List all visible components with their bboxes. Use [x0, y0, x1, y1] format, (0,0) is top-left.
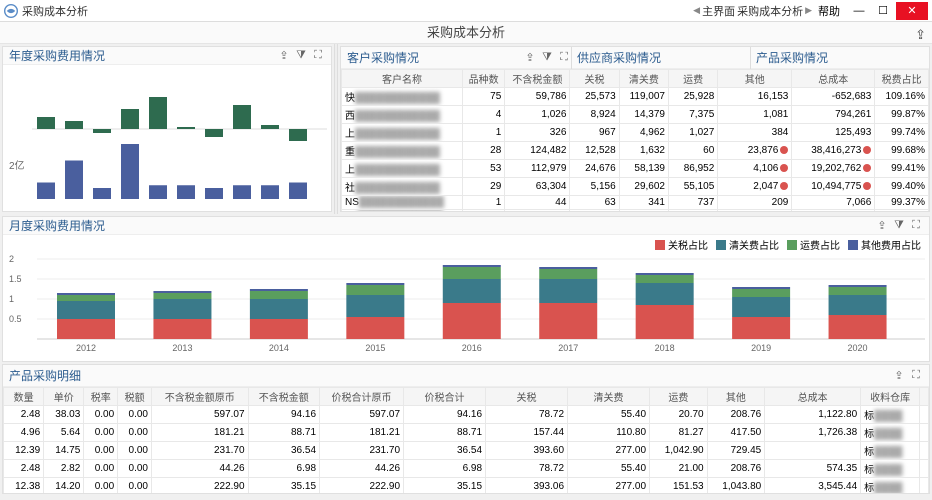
- breadcrumb-current[interactable]: 采购成本分析: [737, 3, 803, 19]
- svg-text:2016: 2016: [462, 343, 482, 353]
- detail-panel-title: 产品采购明细: [9, 367, 889, 384]
- breadcrumb-home[interactable]: 主界面: [702, 3, 735, 19]
- svg-text:2018: 2018: [655, 343, 675, 353]
- product-panel-title[interactable]: 产品采购情况: [756, 49, 929, 66]
- table-row[interactable]: 西████████████41,0268,92414,3797,3751,081…: [342, 106, 929, 124]
- export-icon[interactable]: ⇪: [875, 219, 889, 233]
- yearly-chart: 2亿: [3, 65, 331, 216]
- supplier-panel-title[interactable]: 供应商采购情况: [577, 49, 750, 66]
- filter-icon[interactable]: ⧩: [294, 49, 308, 63]
- app-logo-icon: [4, 4, 18, 18]
- filter-icon[interactable]: ⧩: [892, 219, 906, 233]
- monthly-chart: 关税占比清关费占比运费占比其他费用占比 0.511.52201220132014…: [3, 235, 929, 362]
- table-row[interactable]: 重████████████28124,48212,5281,6326023,87…: [342, 142, 929, 160]
- table-row[interactable]: 社████████████2963,3045,15629,60255,1052,…: [342, 178, 929, 196]
- back-arrow[interactable]: ◀: [693, 5, 700, 16]
- table-row[interactable]: 4.965.640.000.00181.2188.71181.2188.7115…: [4, 424, 929, 442]
- customer-table[interactable]: 客户名称品种数不含税金额关税清关费运费其他总成本税费占比快███████████…: [341, 69, 929, 211]
- export-icon[interactable]: ⇪: [523, 51, 537, 65]
- svg-text:1.5: 1.5: [9, 274, 22, 284]
- yearly-panel-title: 年度采购费用情况: [9, 47, 274, 64]
- svg-text:2020: 2020: [848, 343, 868, 353]
- svg-text:2014: 2014: [269, 343, 289, 353]
- table-row[interactable]: 2.4838.030.000.00597.0794.16597.0794.167…: [4, 406, 929, 424]
- close-button[interactable]: ✕: [896, 2, 928, 20]
- expand-icon[interactable]: ⛶: [909, 219, 923, 233]
- filter-icon[interactable]: ⧩: [540, 51, 554, 65]
- customer-panel-title: 客户采购情况: [341, 49, 520, 66]
- help-link[interactable]: 帮助: [818, 3, 840, 19]
- table-row[interactable]: 上████████████13269674,9621,027384125,493…: [342, 124, 929, 142]
- table-row[interactable]: 快████████████7559,78625,573119,00725,928…: [342, 88, 929, 106]
- svg-text:2017: 2017: [558, 343, 578, 353]
- svg-text:2012: 2012: [76, 343, 96, 353]
- svg-text:2: 2: [9, 254, 14, 264]
- maximize-button[interactable]: ☐: [872, 2, 894, 20]
- export-icon[interactable]: ⇪: [915, 24, 926, 46]
- svg-text:2013: 2013: [172, 343, 192, 353]
- detail-table[interactable]: 数量单价税率税额不含税金额原币不含税金额价税合计原币价税合计关税清关费运费其他总…: [3, 387, 929, 493]
- table-row[interactable]: 12.3914.750.000.00231.7036.54231.7036.54…: [4, 442, 929, 460]
- export-icon[interactable]: ⇪: [892, 369, 906, 383]
- app-title: 采购成本分析: [22, 3, 693, 19]
- table-row[interactable]: 2.482.820.000.0044.266.9844.266.9878.725…: [4, 460, 929, 478]
- svg-text:2015: 2015: [365, 343, 385, 353]
- page-title: 采购成本分析: [427, 25, 505, 40]
- fwd-arrow[interactable]: ▶: [805, 5, 812, 16]
- svg-text:2亿: 2亿: [9, 159, 25, 172]
- monthly-panel-title: 月度采购费用情况: [9, 217, 872, 234]
- svg-text:1: 1: [9, 294, 14, 304]
- export-icon[interactable]: ⇪: [277, 49, 291, 63]
- expand-icon[interactable]: ⛶: [909, 369, 923, 383]
- minimize-button[interactable]: —: [848, 2, 870, 20]
- svg-text:0.5: 0.5: [9, 314, 22, 324]
- expand-icon[interactable]: ⛶: [311, 49, 325, 63]
- table-row[interactable]: 上████████████53112,97924,67658,13986,952…: [342, 160, 929, 178]
- expand-icon[interactable]: ⛶: [557, 51, 571, 65]
- table-row[interactable]: ST████████████184325,146106,13736,933757…: [342, 210, 929, 212]
- svg-text:2019: 2019: [751, 343, 771, 353]
- table-row[interactable]: NS████████████144633417372097,06699.37%: [342, 196, 929, 210]
- table-row[interactable]: 12.3814.200.000.00222.9035.15222.9035.15…: [4, 478, 929, 494]
